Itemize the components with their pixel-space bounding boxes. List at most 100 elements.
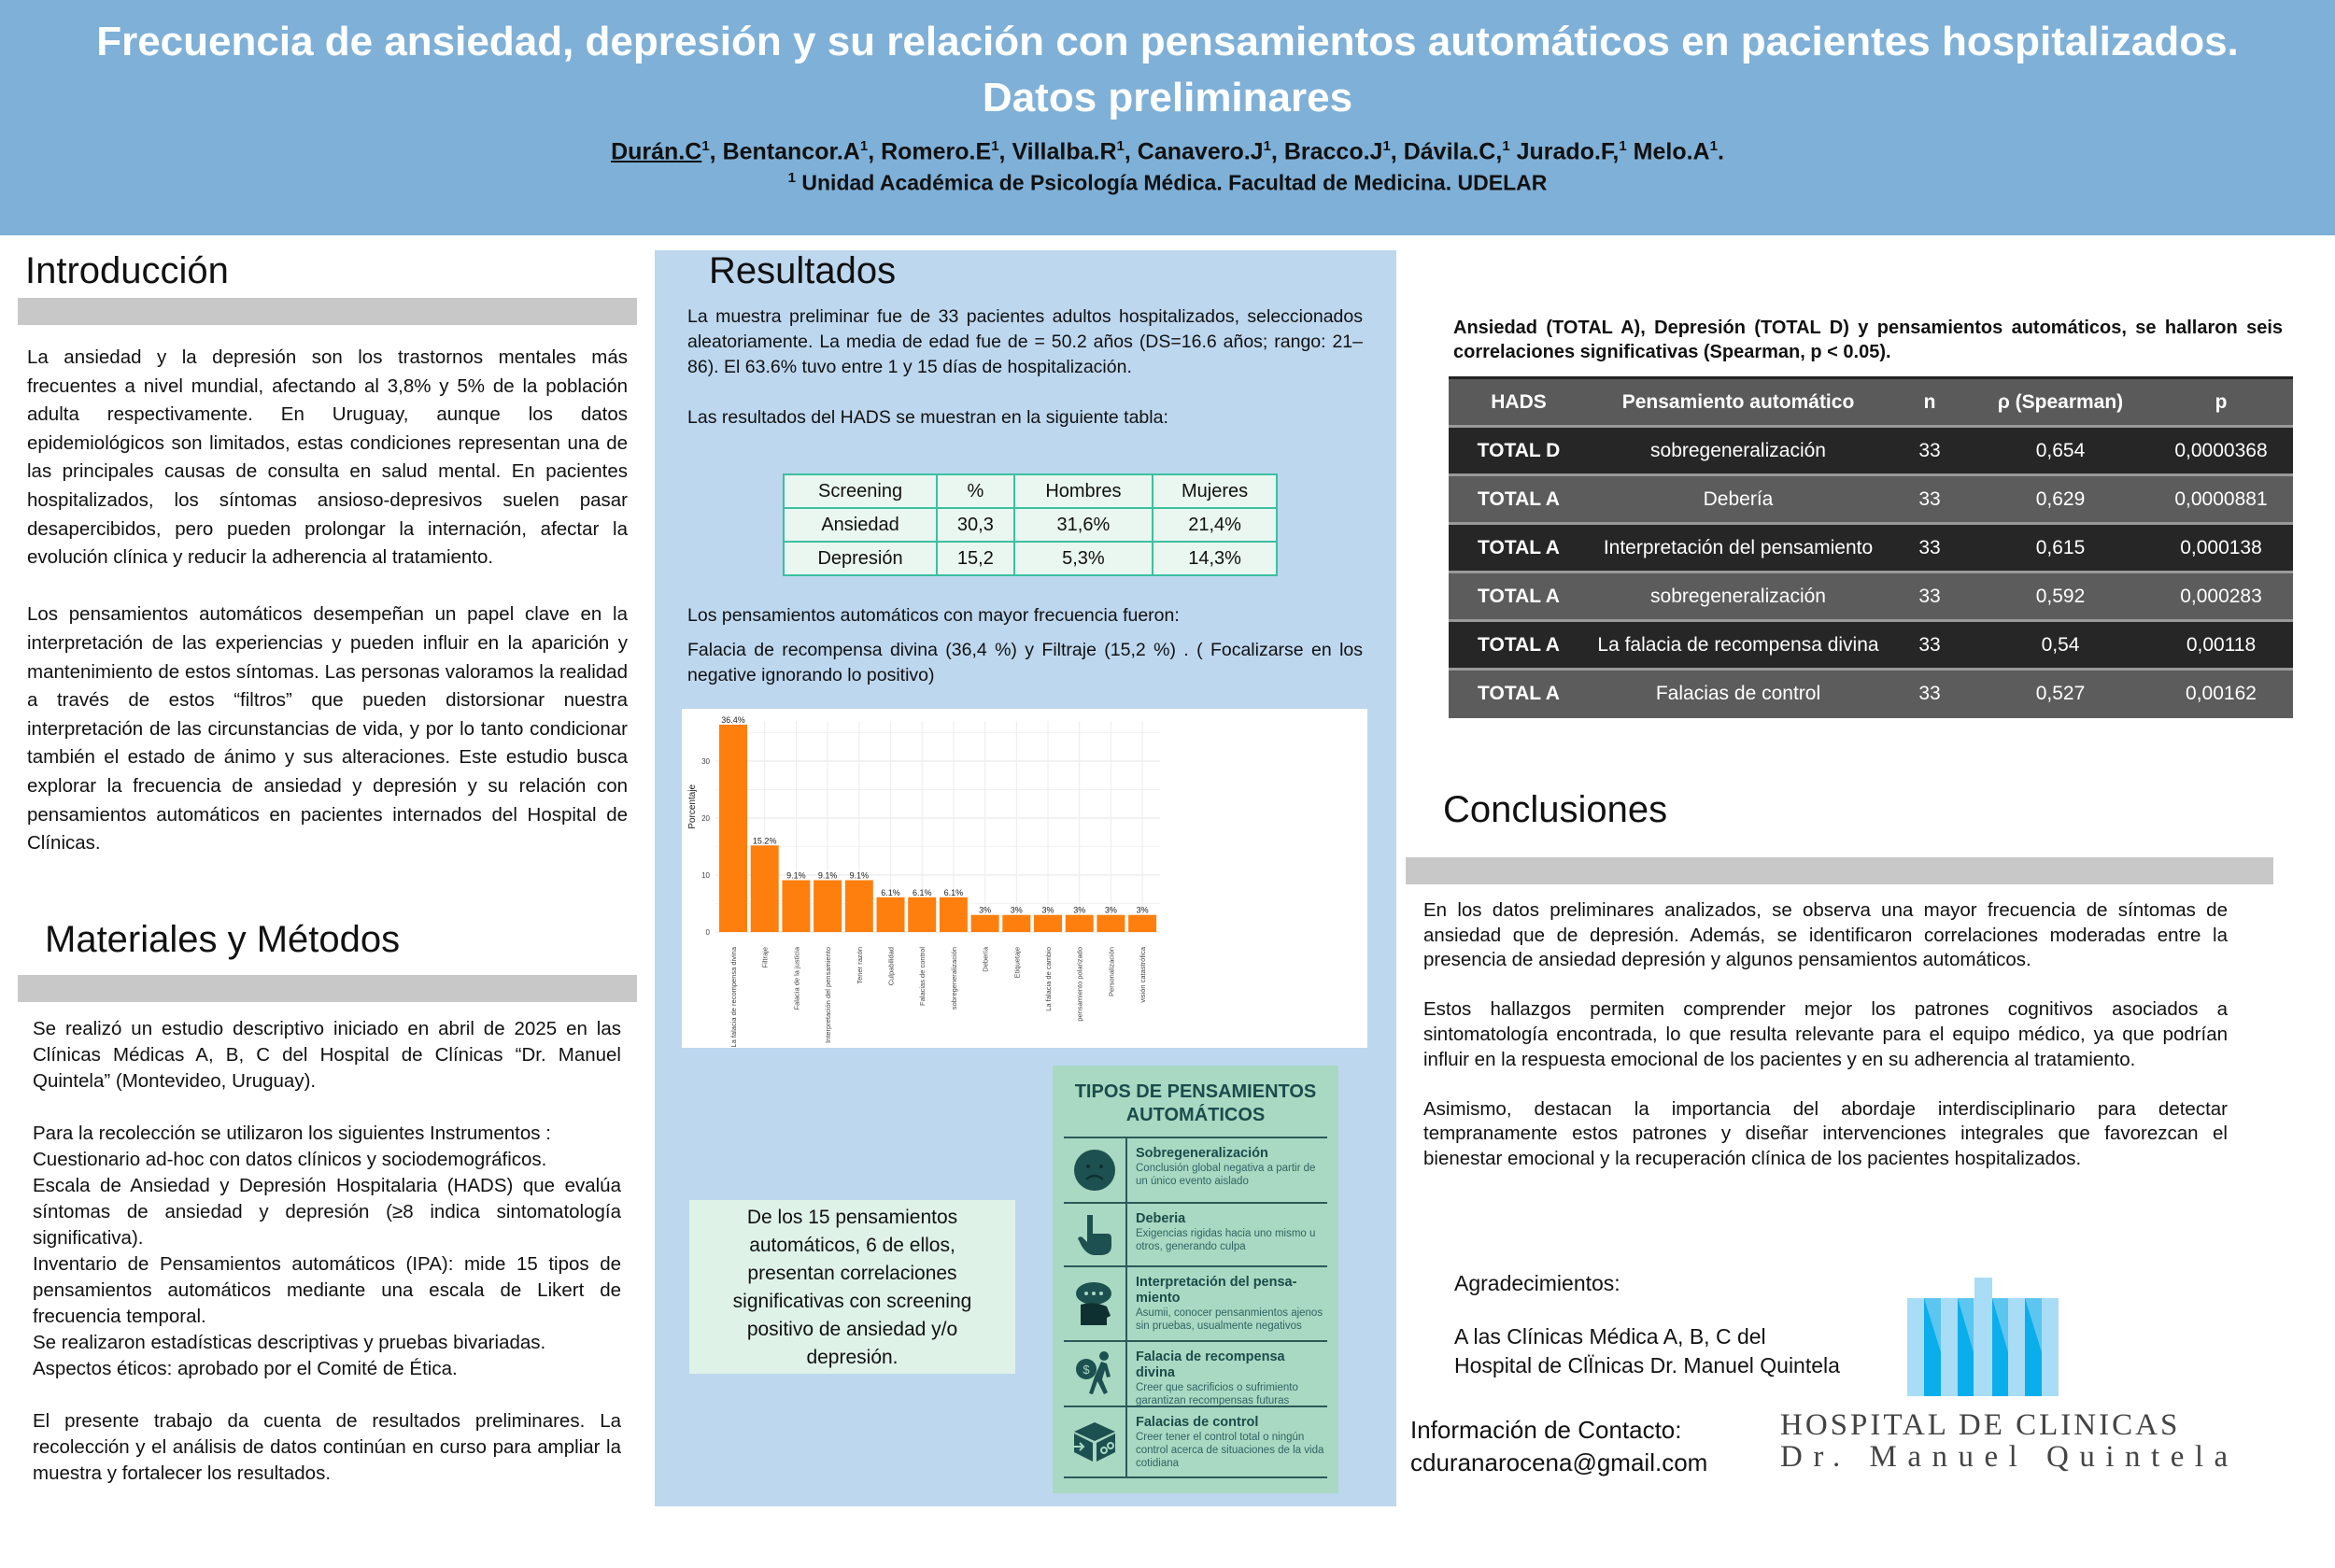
- correlations-cell: 33: [1888, 571, 1972, 621]
- acknowledgements-heading: Agradecimientos:: [1454, 1271, 1620, 1295]
- svg-text:$: $: [1083, 1363, 1090, 1377]
- results-paragraph: Los pensamientos automáticos con mayor f…: [687, 605, 1180, 626]
- author-name: Melo.A: [1633, 138, 1710, 165]
- author-affiliation-sup: 1: [701, 138, 710, 154]
- section-divider: [18, 298, 637, 325]
- author-affiliation-sup: 1: [1619, 138, 1627, 154]
- contact-email[interactable]: cduranarocena@gmail.com: [1410, 1448, 1708, 1476]
- correlations-cell: 0,54: [1972, 619, 2149, 670]
- infographic-item: Sobregeneralización Conclusión global neg…: [1064, 1137, 1327, 1202]
- affiliation-text: Unidad Académica de Psicología Médica. F…: [801, 170, 1548, 195]
- hads-cell: 21,4%: [1152, 507, 1278, 543]
- correlations-cell: 0,527: [1972, 668, 2149, 718]
- section-divider: [1406, 857, 2273, 884]
- correlations-cell: TOTAL A: [1449, 522, 1589, 572]
- bar-data-label: 6.1%: [944, 888, 964, 897]
- correlations-cell: 0,00118: [2149, 619, 2293, 670]
- bar-data-label: 6.1%: [913, 888, 932, 897]
- correlations-row: TOTAL A Debería 33 0,629 0,0000881: [1449, 473, 2293, 524]
- infographic-item: Interpretación del pensa-miento Asumii, c…: [1064, 1265, 1327, 1340]
- author-name: Canavero.J: [1137, 138, 1264, 165]
- x-tick-label: La falacia de cambio: [1044, 947, 1053, 1011]
- methods-line: Inventario de Pensamientos automáticos (…: [33, 1253, 621, 1327]
- author-affiliation-sup: 1: [1502, 138, 1510, 154]
- correlations-header-cell: ρ (Spearman): [1972, 376, 2149, 427]
- author-separator: ,: [709, 138, 723, 165]
- bar: [1128, 914, 1157, 932]
- author-separator: ,: [1124, 138, 1138, 165]
- bar: [970, 914, 999, 932]
- sad-face-icon: [1064, 1138, 1127, 1202]
- poster-title-line2: Datos preliminares: [982, 75, 1353, 120]
- y-tick-label: 20: [701, 814, 710, 823]
- bar: [908, 897, 937, 932]
- methods-paragraph: El presente trabajo da cuenta de resulta…: [33, 1410, 621, 1484]
- bar: [876, 897, 905, 932]
- hads-row: Depresión 15,2 5,3% 14,3%: [782, 541, 1278, 576]
- correlations-cell: Debería: [1589, 473, 1888, 524]
- hospital-logo-icon: [1907, 1278, 2059, 1396]
- hospital-logo-subtitle: Dr. Manuel Quintela: [1780, 1440, 2239, 1474]
- infographic-item-desc: Exigencias rigidas hacia uno mismo u otr…: [1136, 1228, 1316, 1252]
- x-tick-label: Falacias de control: [918, 947, 927, 1006]
- hads-cell: 31,6%: [1012, 507, 1154, 543]
- correlations-table: HADS Pensamiento automático n ρ (Spearman) p…: [1449, 376, 2293, 718]
- infographic-title: TIPOS DE PENSAMIENTOS AUTOMÁTICOS: [1074, 1081, 1317, 1125]
- pointing-hand-icon: [1064, 1204, 1127, 1265]
- bar-data-label: 3%: [979, 906, 991, 915]
- correlations-cell: TOTAL A: [1449, 619, 1589, 670]
- bar: [814, 880, 842, 932]
- infographic-item: Deberia Exigencias rigidas hacia uno mism…: [1064, 1202, 1327, 1265]
- bar: [939, 897, 968, 932]
- results-heading: Resultados: [709, 250, 897, 291]
- bar-data-label: 3%: [1073, 906, 1085, 915]
- author-name: Bracco.J: [1283, 138, 1383, 165]
- correlations-cell: 33: [1888, 473, 1972, 524]
- bar-data-label: 3%: [1041, 906, 1054, 915]
- x-tick-label: Tener razón: [856, 947, 864, 984]
- author-affiliation-sup: 1: [1709, 138, 1718, 154]
- bar-data-label: 15.2%: [753, 836, 777, 845]
- methods-text: Se realizó un estudio descriptivo inicia…: [33, 1016, 621, 1487]
- author-separator: .: [1717, 138, 1724, 165]
- bar: [1034, 914, 1062, 932]
- bar: [1065, 914, 1094, 932]
- infographic-item-desc: Creer tener el control total o ningún co…: [1136, 1432, 1324, 1469]
- affiliation-sup: 1: [787, 170, 796, 186]
- x-tick-label: pensamiento polarizado: [1076, 947, 1084, 1022]
- results-paragraph: Las resultados del HADS se muestran en l…: [687, 407, 1168, 428]
- intro-paragraph: La ansiedad y la depresión son los trast…: [27, 346, 628, 569]
- correlations-cell: La falacia de recompensa divina: [1589, 619, 1888, 670]
- correlations-header-cell: n: [1888, 376, 1972, 427]
- contact-info: Información de Contacto: cduranarocena@g…: [1410, 1414, 1707, 1479]
- correlations-cell: Interpretación del pensamiento: [1589, 522, 1888, 572]
- x-tick-label: Falacia de la justicia: [792, 946, 800, 1010]
- results-text-2: Los pensamientos automáticos con mayor f…: [687, 603, 1363, 688]
- hads-header-cell: %: [936, 473, 1015, 509]
- infographic-item-name: Falacia de recompensa divina: [1136, 1349, 1285, 1380]
- methods-line: Aspectos éticos: aprobado por el Comité …: [33, 1358, 458, 1379]
- correlations-cell: 33: [1888, 619, 1972, 670]
- infographic-item-name: Falacias de control: [1136, 1415, 1259, 1430]
- correlations-cell: 33: [1888, 425, 1972, 475]
- bar-data-label: 9.1%: [850, 870, 870, 880]
- results-paragraph: La muestra preliminar fue de 33 paciente…: [687, 306, 1363, 377]
- x-tick-label: Personalización: [1107, 947, 1115, 996]
- acknowledgements-line: A las Clínicas Médica A, B, C del: [1454, 1324, 1766, 1349]
- correlations-cell: TOTAL A: [1449, 473, 1589, 524]
- y-axis-label: Porcentaje: [687, 784, 698, 828]
- x-tick-label: Interpretación del pensamiento: [824, 947, 832, 1043]
- results-text: La muestra preliminar fue de 33 paciente…: [687, 304, 1363, 431]
- bar: [782, 880, 811, 932]
- hads-header-cell: Hombres: [1012, 473, 1154, 509]
- bar-data-label: 3%: [1011, 906, 1023, 915]
- acknowledgements-line: Hospital de ClÏnicas Dr. Manuel Quintela: [1454, 1353, 1840, 1377]
- hads-cell: Depresión: [782, 541, 939, 576]
- methods-line: Se realizaron estadísticas descriptivas …: [33, 1332, 546, 1353]
- bar: [844, 880, 873, 932]
- author-affiliation-sup: 1: [1382, 138, 1391, 154]
- correlations-header-cell: p: [2149, 376, 2293, 427]
- methods-paragraph: Se realizó un estudio descriptivo inicia…: [33, 1018, 621, 1092]
- correlations-cell: Falacias de control: [1589, 668, 1888, 718]
